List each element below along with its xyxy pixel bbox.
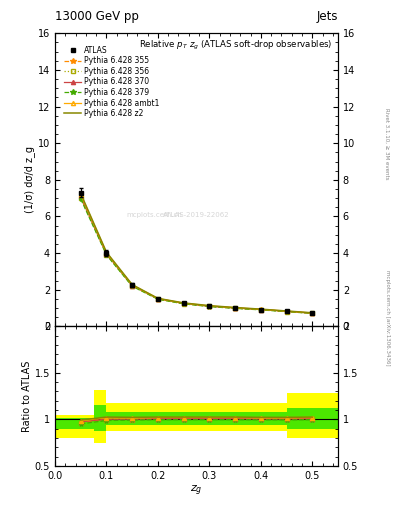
Pythia 6.428 379	[130, 283, 134, 289]
Text: mcplots.cern.ch: mcplots.cern.ch	[126, 212, 182, 218]
Line: Pythia 6.428 355: Pythia 6.428 355	[79, 195, 314, 315]
Pythia 6.428 370	[233, 305, 237, 311]
Pythia 6.428 356	[78, 195, 83, 201]
Pythia 6.428 355	[233, 305, 237, 311]
Pythia 6.428 370	[181, 301, 186, 307]
Pythia 6.428 355	[207, 303, 212, 309]
Pythia 6.428 379	[181, 301, 186, 307]
Pythia 6.428 355	[310, 310, 315, 316]
Pythia 6.428 379	[207, 304, 212, 310]
Pythia 6.428 370	[207, 303, 212, 309]
Line: Pythia 6.428 ambt1: Pythia 6.428 ambt1	[79, 193, 314, 315]
Pythia 6.428 379	[259, 307, 263, 313]
Text: 13000 GeV pp: 13000 GeV pp	[55, 10, 139, 23]
Pythia 6.428 ambt1	[156, 295, 160, 302]
Pythia 6.428 356	[310, 310, 315, 316]
Pythia 6.428 356	[259, 307, 263, 313]
Pythia 6.428 379	[156, 296, 160, 302]
Pythia 6.428 ambt1	[181, 300, 186, 306]
Line: Pythia 6.428 z2: Pythia 6.428 z2	[81, 194, 312, 313]
Pythia 6.428 z2	[78, 190, 83, 197]
Pythia 6.428 z2	[104, 249, 109, 255]
Text: Jets: Jets	[316, 10, 338, 23]
Pythia 6.428 355	[284, 308, 289, 314]
Pythia 6.428 ambt1	[104, 250, 109, 256]
Pythia 6.428 z2	[259, 306, 263, 312]
Pythia 6.428 355	[78, 194, 83, 200]
Pythia 6.428 379	[104, 252, 109, 258]
Pythia 6.428 379	[284, 309, 289, 315]
Pythia 6.428 ambt1	[310, 310, 315, 316]
Text: Rivet 3.1.10, ≥ 3M events: Rivet 3.1.10, ≥ 3M events	[385, 108, 389, 179]
Pythia 6.428 355	[156, 296, 160, 302]
Pythia 6.428 379	[310, 310, 315, 316]
Pythia 6.428 355	[104, 251, 109, 257]
Pythia 6.428 z2	[207, 303, 212, 309]
Pythia 6.428 370	[310, 310, 315, 316]
Pythia 6.428 370	[78, 193, 83, 199]
Pythia 6.428 z2	[233, 305, 237, 311]
Pythia 6.428 ambt1	[284, 308, 289, 314]
Pythia 6.428 370	[259, 307, 263, 313]
Line: Pythia 6.428 370: Pythia 6.428 370	[79, 194, 314, 315]
Pythia 6.428 ambt1	[259, 306, 263, 312]
Pythia 6.428 356	[130, 283, 134, 289]
Pythia 6.428 370	[104, 250, 109, 257]
Pythia 6.428 370	[156, 295, 160, 302]
Legend: ATLAS, Pythia 6.428 355, Pythia 6.428 356, Pythia 6.428 370, Pythia 6.428 379, P: ATLAS, Pythia 6.428 355, Pythia 6.428 35…	[64, 46, 160, 118]
Pythia 6.428 356	[156, 296, 160, 302]
Line: Pythia 6.428 379: Pythia 6.428 379	[79, 197, 314, 315]
Pythia 6.428 379	[233, 305, 237, 311]
Pythia 6.428 z2	[156, 295, 160, 302]
Pythia 6.428 ambt1	[233, 305, 237, 311]
X-axis label: $z_g$: $z_g$	[190, 483, 203, 498]
Pythia 6.428 z2	[130, 282, 134, 288]
Text: Relative $p_T$ $z_g$ (ATLAS soft-drop observables): Relative $p_T$ $z_g$ (ATLAS soft-drop ob…	[139, 39, 332, 52]
Pythia 6.428 356	[104, 251, 109, 258]
Pythia 6.428 370	[130, 283, 134, 289]
Pythia 6.428 355	[130, 283, 134, 289]
Pythia 6.428 356	[233, 305, 237, 311]
Pythia 6.428 ambt1	[78, 191, 83, 198]
Pythia 6.428 379	[78, 196, 83, 202]
Pythia 6.428 356	[207, 303, 212, 309]
Line: Pythia 6.428 356: Pythia 6.428 356	[79, 196, 314, 315]
Pythia 6.428 ambt1	[207, 303, 212, 309]
Y-axis label: Ratio to ATLAS: Ratio to ATLAS	[22, 360, 32, 432]
Pythia 6.428 z2	[181, 300, 186, 306]
Pythia 6.428 355	[181, 301, 186, 307]
Pythia 6.428 z2	[310, 310, 315, 316]
Text: ATLAS-2019-22062: ATLAS-2019-22062	[163, 212, 230, 218]
Pythia 6.428 370	[284, 308, 289, 314]
Pythia 6.428 356	[181, 301, 186, 307]
Pythia 6.428 ambt1	[130, 282, 134, 288]
Text: mcplots.cern.ch [arXiv:1306.3436]: mcplots.cern.ch [arXiv:1306.3436]	[385, 270, 389, 365]
Pythia 6.428 z2	[284, 308, 289, 314]
Pythia 6.428 356	[284, 308, 289, 314]
Pythia 6.428 355	[259, 307, 263, 313]
Y-axis label: (1/σ) dσ/d z_g: (1/σ) dσ/d z_g	[24, 146, 35, 214]
